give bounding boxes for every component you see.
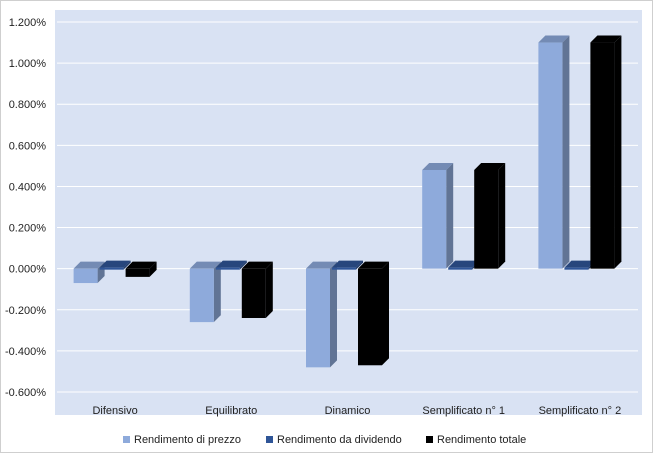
x-category-label: Semplificato n° 2: [539, 405, 622, 417]
bar: [189, 261, 221, 323]
bar: [99, 260, 131, 270]
bars: [73, 35, 622, 368]
bar: [538, 35, 570, 269]
bar: [215, 260, 247, 270]
y-axis-tick-labels: 1.200% 1.000% 0.800% 0.600% 0.400% 0.200% 0.00…: [5, 17, 46, 399]
y-tick-label: 1.000%: [9, 58, 47, 70]
y-tick-label: 0.000%: [9, 264, 47, 276]
legend-swatch: [123, 436, 130, 443]
x-category-label: Dinamico: [325, 405, 371, 417]
legend-label: Rendimento da dividendo: [277, 434, 402, 446]
legend-label: Rendimento di prezzo: [134, 434, 241, 446]
bar: [306, 261, 337, 368]
legend-swatch: [426, 436, 433, 443]
bar: [358, 261, 389, 366]
bar: [125, 261, 157, 277]
bar: [73, 261, 105, 284]
y-tick-label: 0.400%: [9, 181, 47, 193]
bar: [422, 163, 454, 269]
y-tick-label: -0.600%: [5, 387, 46, 399]
y-tick-label: 1.200%: [9, 17, 47, 29]
x-axis-category-labels: Difensivo Equilibrato Dinamico Semplificato…: [92, 405, 621, 417]
bar: [590, 35, 622, 269]
legend-swatch: [266, 436, 273, 443]
bar: [332, 260, 363, 270]
y-tick-label: -0.200%: [5, 305, 46, 317]
bar: [474, 163, 506, 269]
y-tick-label: -0.400%: [5, 346, 46, 358]
y-tick-label: 0.600%: [9, 140, 47, 152]
legend: Rendimento di prezzo Rendimento da divide…: [123, 434, 526, 446]
x-category-label: Difensivo: [92, 405, 137, 417]
y-tick-label: 0.800%: [9, 99, 47, 111]
bar: [241, 261, 273, 318]
y-tick-label: 0.200%: [9, 223, 47, 235]
legend-label: Rendimento totale: [437, 434, 526, 446]
x-category-label: Semplificato n° 1: [422, 405, 505, 417]
x-category-label: Equilibrato: [205, 405, 257, 417]
